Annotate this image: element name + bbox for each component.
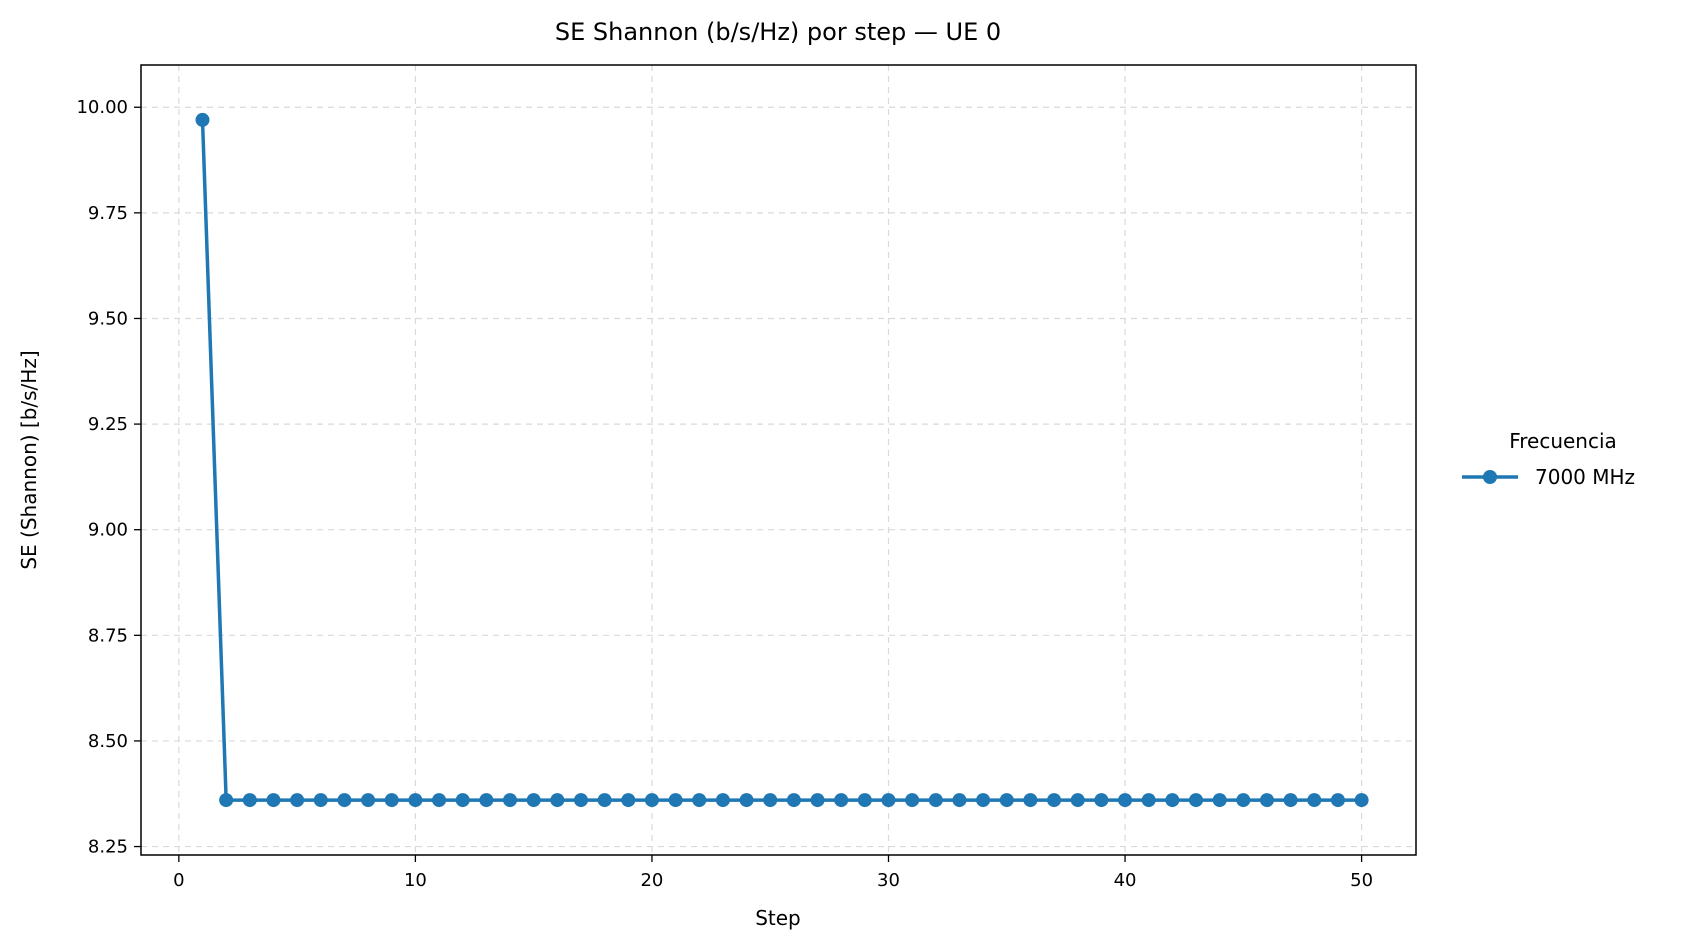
data-point: [999, 793, 1014, 808]
y-tick-label: 8.25: [88, 837, 128, 858]
data-point: [408, 793, 423, 808]
x-axis: 0 10 20 30 40 50: [173, 855, 1373, 891]
data-point: [219, 793, 234, 808]
data-point: [1236, 793, 1251, 808]
data-point: [928, 793, 943, 808]
data-point: [479, 793, 494, 808]
data-point: [763, 793, 778, 808]
data-point: [739, 793, 754, 808]
data-point: [337, 793, 352, 808]
data-point: [952, 793, 967, 808]
data-point: [290, 793, 305, 808]
data-point: [1354, 793, 1369, 808]
data-point: [195, 112, 210, 127]
data-point: [905, 793, 920, 808]
data-point: [1165, 793, 1180, 808]
x-tick-label: 10: [404, 870, 427, 891]
data-point: [976, 793, 991, 808]
data-point: [384, 793, 399, 808]
y-tick-label: 8.50: [88, 731, 128, 752]
data-point: [573, 793, 588, 808]
data-point: [526, 793, 541, 808]
data-point: [715, 793, 730, 808]
x-tick-label: 50: [1350, 870, 1373, 891]
series-layer: [195, 112, 1369, 808]
chart-title: SE Shannon (b/s/Hz) por step — UE 0: [555, 18, 1001, 46]
y-tick-label: 9.50: [88, 308, 128, 329]
data-point: [668, 793, 683, 808]
data-point: [1070, 793, 1085, 808]
grid: [141, 65, 1416, 855]
y-tick-label: 8.75: [88, 625, 128, 646]
x-tick-label: 20: [640, 870, 663, 891]
y-axis-label: SE (Shannon) [b/s/Hz]: [17, 350, 41, 569]
data-point: [1307, 793, 1322, 808]
legend-marker: [1483, 470, 1497, 484]
data-point: [621, 793, 636, 808]
data-point: [1094, 793, 1109, 808]
data-point: [1330, 793, 1345, 808]
data-point: [1283, 793, 1298, 808]
data-point: [432, 793, 447, 808]
x-tick-label: 0: [173, 870, 184, 891]
data-point: [857, 793, 872, 808]
data-point: [361, 793, 376, 808]
y-axis: 8.25 8.50 8.75 9.00 9.25 9.50 9.75 10.00: [76, 97, 141, 858]
data-point: [1141, 793, 1156, 808]
legend-title: Frecuencia: [1509, 429, 1617, 453]
y-tick-label: 9.75: [88, 203, 128, 224]
data-point: [242, 793, 257, 808]
data-point: [597, 793, 612, 808]
data-point: [503, 793, 518, 808]
data-point: [692, 793, 707, 808]
y-tick-label: 10.00: [76, 97, 128, 118]
data-point: [1259, 793, 1274, 808]
legend: Frecuencia 7000 MHz: [1462, 429, 1635, 489]
data-point: [313, 793, 328, 808]
data-point: [834, 793, 849, 808]
legend-entry-label: 7000 MHz: [1535, 465, 1635, 489]
data-point: [1212, 793, 1227, 808]
x-axis-label: Step: [755, 906, 801, 930]
data-point: [1118, 793, 1133, 808]
data-point: [550, 793, 565, 808]
x-tick-label: 30: [877, 870, 900, 891]
y-tick-label: 9.00: [88, 520, 128, 541]
data-point: [1189, 793, 1204, 808]
data-point: [455, 793, 470, 808]
data-point: [786, 793, 801, 808]
data-point: [266, 793, 281, 808]
x-tick-label: 40: [1114, 870, 1137, 891]
data-point: [644, 793, 659, 808]
data-point: [810, 793, 825, 808]
y-tick-label: 9.25: [88, 414, 128, 435]
data-point: [1023, 793, 1038, 808]
data-point: [1047, 793, 1062, 808]
data-point: [881, 793, 896, 808]
plot-frame: [140, 64, 1417, 856]
